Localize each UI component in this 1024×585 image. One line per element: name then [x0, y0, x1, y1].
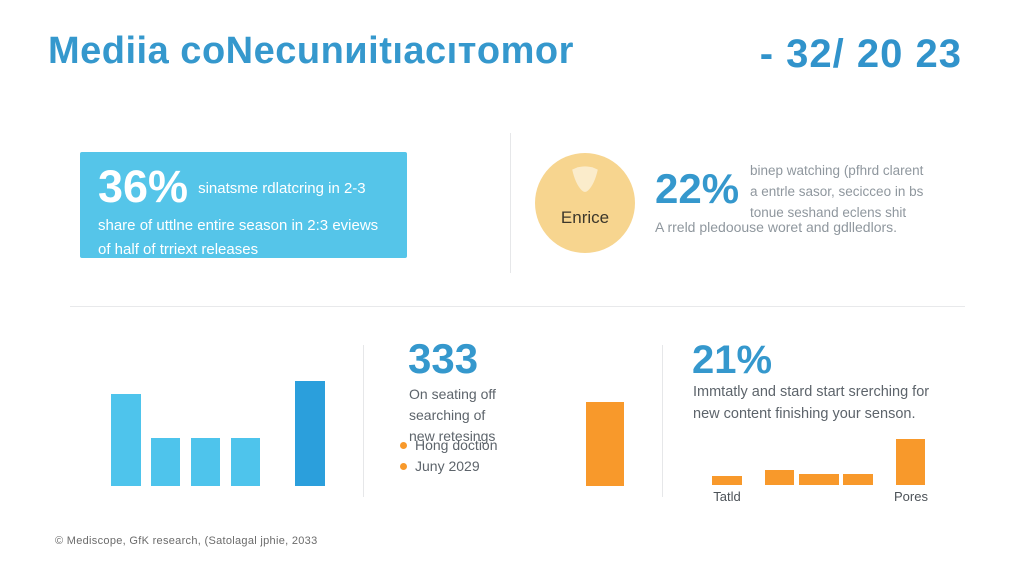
stat-21-line1: Immtatly and stard start srerching for — [693, 384, 930, 400]
bullet-item-1: Hong doction — [400, 437, 498, 453]
orange-bar-chart-bar — [799, 474, 839, 485]
date-label: - 32/ 20 23 — [759, 32, 962, 76]
stat-value-21: 21% — [692, 338, 773, 382]
vertical-divider-bottom-left — [363, 345, 364, 497]
stat-card-36: 36% sinatsme rdlatcring in 2-3 share of … — [80, 152, 407, 258]
stat-22-line1: binep watching (pfhrd clarent — [750, 163, 924, 178]
blue-bar-chart-bar — [111, 394, 141, 486]
vertical-divider-top — [510, 133, 511, 273]
stat-22-line3: tonue seshand eclens shit — [750, 204, 907, 220]
wedge-icon — [566, 164, 604, 201]
stat-21-lines: Immtatly and stard start srerching for n… — [693, 381, 993, 426]
bullet-dot-icon — [400, 441, 407, 449]
blue-bar-chart-bar — [151, 438, 180, 486]
bullet-1-label: Hong doction — [415, 437, 498, 453]
stat-card-36-row: 36% sinatsme rdlatcring in 2-3 — [98, 164, 389, 209]
stat-value-36: 36% — [98, 161, 189, 212]
enrice-label: Enrice — [560, 208, 610, 227]
orange-bar-chart-bar — [765, 470, 794, 485]
vertical-divider-bottom-right — [662, 345, 663, 497]
stat-22-line2: a entrle sasor, secicceo in bs — [750, 183, 924, 199]
enrice-circle-badge: Enrice — [535, 153, 635, 253]
stat-21-line2: new content finishing your senson. — [693, 406, 916, 423]
stat-value-22: 22% — [655, 165, 740, 212]
stat-333-line2: searching of — [409, 407, 486, 423]
orange-bar-chart-tick-label: Tatld — [713, 489, 741, 504]
bullet-item-2: Juny 2029 — [400, 458, 480, 474]
stat-card-36-line2: share of uttlne entire season in 2:3 evi… — [98, 217, 379, 234]
stat-card-36-line1: sinatsme rdlatcring in 2-3 — [198, 180, 366, 197]
blue-bar-chart-bar — [231, 438, 260, 486]
stat-333-line3: new retesings — [409, 428, 496, 444]
orange-bar-chart-bar — [712, 476, 742, 485]
orange-bar-chart-bar — [843, 474, 873, 485]
stat-22-lines: binep watching (pfhrd clarent a entrle s… — [750, 161, 985, 224]
page-title: Mediia coNecunиitıacıтomor — [48, 30, 574, 72]
orange-bar-chart-tick-label: Pores — [894, 489, 928, 504]
stat-333-line1: On seating off — [409, 386, 496, 402]
stat-333-lines: On seating off searching of new retesing… — [409, 384, 496, 447]
bullet-dot-icon — [400, 462, 407, 470]
stat-card-36-line3: of half of trriext releases — [98, 240, 259, 258]
bullet-2-label: Juny 2029 — [415, 458, 480, 474]
horizontal-divider — [70, 306, 965, 307]
blue-bar-chart-bar — [191, 438, 220, 486]
single-orange-bar-bar — [586, 402, 624, 486]
stat-22-caption: A rreld pledoouse woret and gdlledlors. — [655, 219, 898, 235]
orange-bar-chart-bar — [896, 439, 925, 485]
blue-bar-chart-bar — [295, 381, 325, 486]
footer-credit: © Mediscope, GfK research, (Satolagal jp… — [55, 535, 318, 547]
stat-value-333: 333 — [408, 335, 479, 382]
